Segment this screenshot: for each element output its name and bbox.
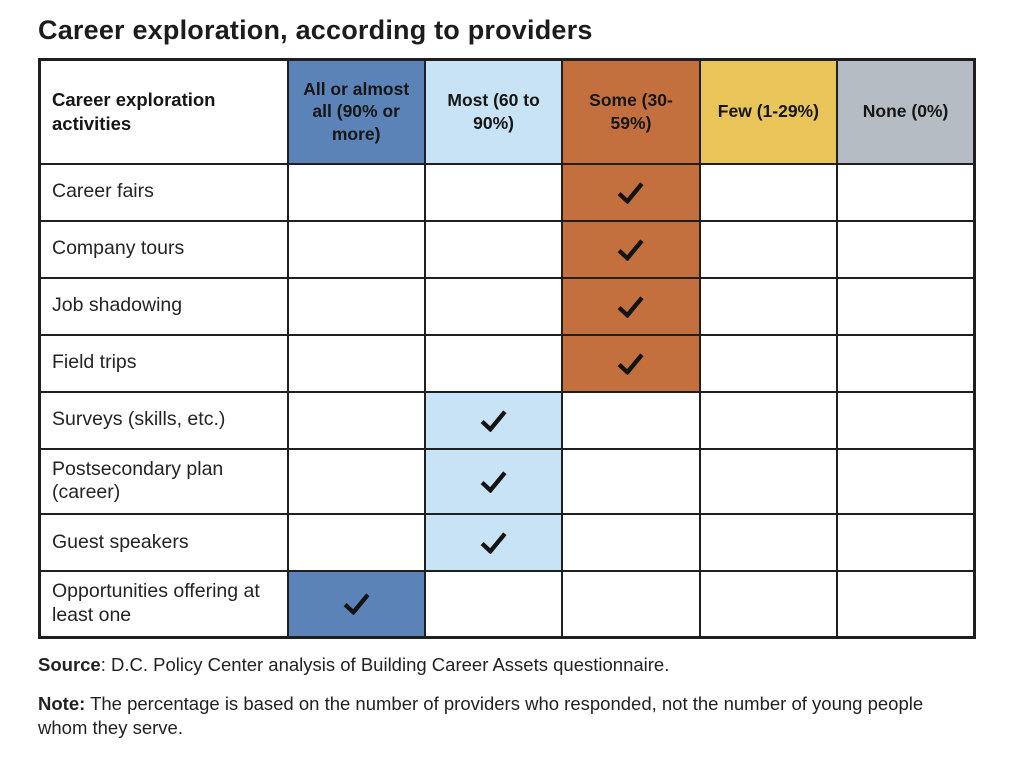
table-row-company-tours: Company tours	[38, 219, 976, 279]
empty-cell	[836, 333, 976, 393]
column-header-none-0: None (0%)	[836, 58, 976, 165]
checked-cell-most-60-to-90	[423, 513, 564, 573]
empty-cell	[836, 276, 976, 336]
activity-label: Postsecondary plan (career)	[38, 447, 289, 516]
checked-cell-some-30-59	[561, 276, 701, 336]
empty-cell	[286, 333, 426, 393]
empty-cell	[423, 162, 564, 222]
activity-label: Field trips	[38, 333, 289, 393]
source-text: : D.C. Policy Center analysis of Buildin…	[100, 653, 670, 675]
table-row-surveys-skills-etc: Surveys (skills, etc.)	[38, 390, 976, 450]
checked-cell-some-30-59	[561, 219, 701, 279]
empty-cell	[286, 276, 426, 336]
checkmark-icon	[480, 532, 507, 555]
column-header-most-60-to-90: Most (60 to 90%)	[423, 58, 564, 165]
checkmark-icon	[618, 181, 645, 204]
table-row-job-shadowing: Job shadowing	[38, 276, 976, 336]
activity-label: Surveys (skills, etc.)	[38, 390, 289, 450]
checkmark-icon	[618, 238, 645, 261]
activity-label: Company tours	[38, 219, 289, 279]
empty-cell	[698, 333, 839, 393]
figure-title: Career exploration, according to provide…	[38, 15, 593, 45]
empty-cell	[561, 570, 701, 639]
activity-label: Opportunities offering at least one	[38, 570, 289, 639]
empty-cell	[698, 390, 839, 450]
checkmark-icon	[480, 471, 507, 493]
activity-label: Career fairs	[38, 162, 289, 222]
table-row-field-trips: Field trips	[38, 333, 976, 393]
empty-cell	[561, 390, 701, 450]
checked-cell-some-30-59	[561, 333, 701, 393]
empty-cell	[423, 333, 564, 393]
empty-cell	[836, 513, 976, 573]
table-header-row: Career exploration activities All or almo…	[38, 58, 976, 165]
empty-cell	[286, 219, 426, 279]
column-header-career-exploration-activities: Career exploration activities	[38, 58, 289, 165]
checkmark-icon	[480, 409, 507, 432]
checkmark-icon	[618, 295, 645, 318]
empty-cell	[698, 513, 839, 573]
empty-cell	[561, 513, 701, 573]
activity-label: Job shadowing	[38, 276, 289, 336]
empty-cell	[561, 447, 701, 516]
table-row-postsecondary-plan-career: Postsecondary plan (career)	[38, 447, 976, 516]
checkmark-icon	[343, 593, 370, 616]
methodology-note: Note: The percentage is based on the num…	[38, 692, 948, 741]
empty-cell	[286, 162, 426, 222]
career-exploration-table: Career exploration activities All or almo…	[38, 58, 976, 639]
empty-cell	[423, 219, 564, 279]
empty-cell	[286, 513, 426, 573]
column-header-some-30-59: Some (30-59%)	[561, 58, 701, 165]
table-row-guest-speakers: Guest speakers	[38, 513, 976, 573]
empty-cell	[423, 276, 564, 336]
column-header-all-or-almost-all-90-or-more: All or almost all (90% or more)	[286, 58, 426, 165]
empty-cell	[836, 447, 976, 516]
empty-cell	[698, 162, 839, 222]
checkmark-icon	[618, 352, 645, 375]
empty-cell	[698, 219, 839, 279]
source-note: Source: D.C. Policy Center analysis of B…	[38, 653, 948, 677]
checked-cell-most-60-to-90	[423, 390, 564, 450]
table-row-opportunities-offering-at-least-one: Opportunities offering at least one	[38, 570, 976, 639]
empty-cell	[286, 390, 426, 450]
empty-cell	[698, 570, 839, 639]
empty-cell	[836, 162, 976, 222]
empty-cell	[698, 276, 839, 336]
empty-cell	[836, 570, 976, 639]
column-header-few-1-29: Few (1-29%)	[698, 58, 839, 165]
empty-cell	[836, 219, 976, 279]
checked-cell-all-or-almost-all-90-or-more	[286, 570, 426, 639]
empty-cell	[423, 570, 564, 639]
empty-cell	[286, 447, 426, 516]
empty-cell	[836, 390, 976, 450]
empty-cell	[698, 447, 839, 516]
checked-cell-some-30-59	[561, 162, 701, 222]
checked-cell-most-60-to-90	[423, 447, 564, 516]
figure: Career exploration, according to provide…	[38, 15, 976, 741]
note-text: The percentage is based on the number of…	[38, 693, 924, 739]
table-row-career-fairs: Career fairs	[38, 162, 976, 222]
activity-label: Guest speakers	[38, 513, 289, 573]
source-label: Source	[38, 653, 101, 675]
note-label: Note:	[38, 693, 86, 715]
